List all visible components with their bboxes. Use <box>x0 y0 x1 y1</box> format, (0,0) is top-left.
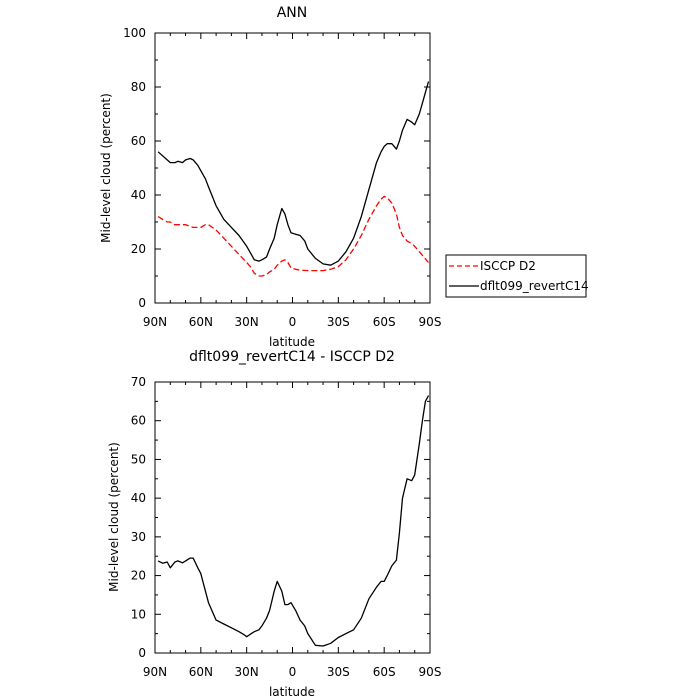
plot-area: 90N 60N 30N 0 30S 60S 90S 0 10 20 30 40 50 60 70 <box>131 375 442 679</box>
x-tick-label: 90S <box>419 315 442 329</box>
x-tick-label: 60N <box>189 315 213 329</box>
y-tick-label: 70 <box>131 375 146 389</box>
y-tick-label: 10 <box>131 607 146 621</box>
x-tick-label: 30S <box>327 665 350 679</box>
y-tick-label: 20 <box>131 569 146 583</box>
y-tick-label: 40 <box>131 188 146 202</box>
x-axis-label: latitude <box>269 335 315 349</box>
y-tick-label: 100 <box>123 26 146 40</box>
x-tick-label: 60S <box>373 315 396 329</box>
y-tick-label: 0 <box>138 296 146 310</box>
series-line-difference-0 <box>157 395 430 647</box>
x-axis-label: latitude <box>269 685 315 699</box>
tick-layer: 90N 60N 30N 0 30S 60S 90S 0 10 20 30 40 50 60 70 <box>131 375 442 679</box>
chart-title: dflt099_revertC14 - ISCCP D2 <box>189 349 395 365</box>
x-tick-label: 30S <box>327 315 350 329</box>
x-tick-label: 30N <box>235 315 259 329</box>
y-tick-label: 30 <box>131 530 146 544</box>
y-tick-label: 60 <box>131 414 146 428</box>
y-tick-label: 50 <box>131 452 146 466</box>
plot-area: 90N 60N 30N 0 30S 60S 90S 0 20 40 60 80 100 <box>123 26 441 329</box>
series-line-dflt099-revertc14 <box>157 81 430 266</box>
y-tick-label: 80 <box>131 80 146 94</box>
x-tick-label: 0 <box>289 665 297 679</box>
x-tick-label: 90N <box>143 315 167 329</box>
y-tick-label: 0 <box>138 646 146 660</box>
x-tick-label: 30N <box>235 665 259 679</box>
y-tick-label: 20 <box>131 242 146 256</box>
x-tick-label: 90S <box>419 665 442 679</box>
y-tick-label: 40 <box>131 491 146 505</box>
chart-title: ANN <box>277 5 308 21</box>
y-tick-label: 60 <box>131 134 146 148</box>
legend: ISCCP D2 dflt099_revertC14 <box>445 254 589 298</box>
y-axis-label: Mid-level cloud (percent) <box>107 442 121 592</box>
x-tick-label: 90N <box>143 665 167 679</box>
y-axis-label: Mid-level cloud (percent) <box>99 93 113 243</box>
x-tick-label: 60N <box>189 665 213 679</box>
series-layer <box>157 81 430 277</box>
series-layer <box>157 395 430 647</box>
legend-label-isccp-d2: ISCCP D2 <box>480 259 536 273</box>
legend-box <box>445 254 587 298</box>
tick-layer: 90N 60N 30N 0 30S 60S 90S 0 20 40 60 80 100 <box>123 26 441 329</box>
chart-panel-difference: dflt099_revertC14 - ISCCP D2 90N 60N 30N 0 3… <box>107 349 441 699</box>
chart-panel-annual: ANN 90N 60N 30N 0 30S 60S 90S 0 20 40 60 80 100 lati… <box>99 5 589 349</box>
legend-label-dflt099-revertc14: dflt099_revertC14 <box>480 279 589 293</box>
x-tick-label: 60S <box>373 665 396 679</box>
x-tick-label: 0 <box>289 315 297 329</box>
